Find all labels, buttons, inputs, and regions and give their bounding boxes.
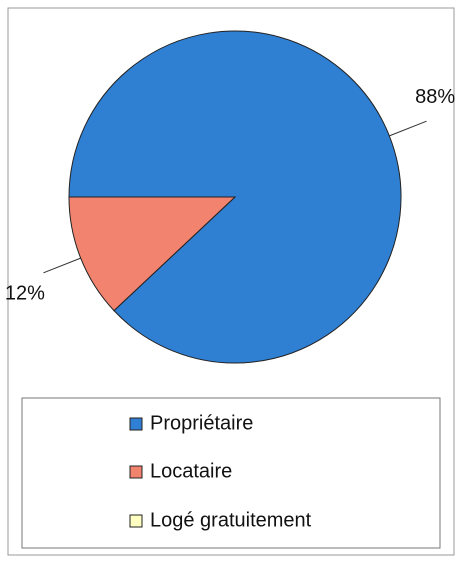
legend-box	[21, 397, 441, 549]
legend-label: Propriétaire	[150, 412, 253, 434]
leader-line	[389, 120, 427, 137]
legend-swatch	[129, 514, 143, 528]
legend-label: Logé gratuitement	[150, 509, 312, 531]
data-label: 88%	[415, 86, 455, 108]
leader-line	[43, 257, 81, 274]
legend-label: Locataire	[150, 460, 232, 482]
legend-swatch	[129, 465, 143, 479]
data-label: 12%	[5, 282, 45, 304]
legend-swatch	[129, 417, 143, 431]
